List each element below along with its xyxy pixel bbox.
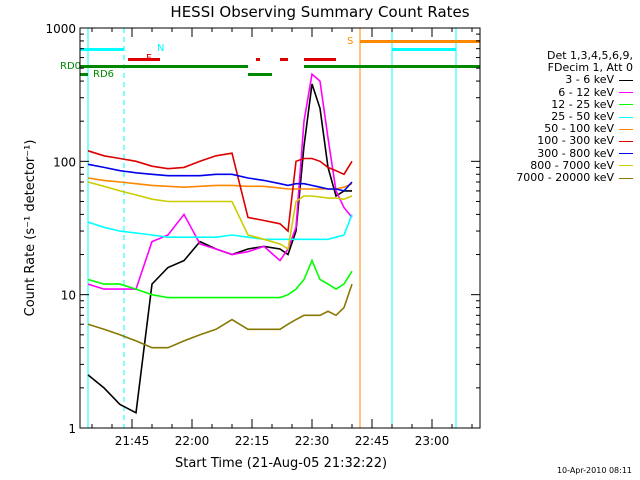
flag-bar-rd0-1 (304, 65, 480, 68)
legend-swatch (619, 116, 633, 118)
legend-swatch (619, 128, 633, 130)
legend: Det 1,3,4,5,6,9, FDecim 1, Att 0 3 - 6 k… (485, 49, 633, 185)
flag-label-rd6: RD6 (93, 69, 114, 80)
flag-bar-rd0-0 (80, 65, 248, 68)
legend-swatch (619, 92, 633, 94)
series-line-4 (87, 177, 353, 190)
series-line-8 (87, 283, 353, 349)
legend-header-line2: FDecim 1, Att 0 (547, 61, 633, 75)
observing-flags: NF S RD0 RD6 (60, 36, 480, 80)
legend-label: 50 - 100 keV (544, 122, 614, 136)
series-line-5 (87, 150, 353, 233)
flag-label-rd0: RD0 (60, 61, 81, 72)
y-tick-label-3: 1000 (45, 22, 76, 36)
legend-label: 25 - 50 keV (551, 110, 614, 124)
legend-swatch (619, 80, 633, 81)
legend-item-1: 6 - 12 keV (485, 85, 633, 99)
flag-label-f: F (146, 53, 152, 64)
flag-bar-s-0 (360, 40, 480, 43)
series-line-1 (87, 72, 353, 290)
legend-swatch (619, 177, 633, 179)
flag-bar-f-0 (128, 58, 160, 61)
legend-item-8: 7000 - 20000 keV (485, 171, 633, 185)
y-tick-label-2: 100 (53, 155, 76, 169)
flag-bar-n-1 (392, 48, 456, 51)
flag-label-s: S (347, 36, 353, 47)
x-axis-label: Start Time (21-Aug-05 21:32:22) (175, 456, 387, 471)
flag-bar-n-0 (80, 48, 124, 51)
x-tick-label-4: 22:45 (355, 434, 390, 448)
y-axis-label: Count Rate (s⁻¹ detector⁻¹) (23, 140, 38, 317)
legend-label: 3 - 6 keV (565, 73, 614, 87)
legend-item-2: 12 - 25 keV (485, 97, 633, 111)
legend-header-line1: Det 1,3,4,5,6,9, (546, 49, 633, 62)
x-tick-label-2: 22:15 (235, 434, 270, 448)
series-line-0 (87, 83, 352, 415)
y-tick-label-0: 1 (68, 422, 76, 436)
legend-label: 12 - 25 keV (551, 97, 614, 111)
vertical-markers (87, 28, 457, 428)
legend-item-4: 50 - 100 keV (485, 123, 633, 135)
chart-title: HESSI Observing Summary Count Rates (170, 3, 470, 21)
series-line-6 (87, 163, 353, 192)
flag-bar-rd6-0 (80, 73, 88, 76)
plot-frame (79, 27, 481, 429)
x-tick-label-5: 23:00 (415, 434, 450, 448)
legend-swatch (619, 104, 633, 106)
series-line-3 (87, 214, 353, 241)
x-tick-label-1: 22:00 (175, 434, 210, 448)
legend-swatch (619, 165, 633, 167)
y-tick-label-1: 10 (61, 289, 76, 303)
flag-bar-f-3 (304, 58, 336, 61)
legend-item-3: 25 - 50 keV (485, 110, 633, 124)
tick-labels: 1 10 100 1000 21:45 22:00 22:15 22:30 22:45 23:00 (45, 22, 449, 448)
x-tick-label-0: 21:45 (115, 434, 150, 448)
legend-item-7: 800 - 7000 keV (485, 158, 633, 172)
x-tick-label-3: 22:30 (295, 434, 330, 448)
axes (79, 27, 481, 429)
flag-label-n: N (157, 43, 164, 54)
legend-item-6: 300 - 800 keV (485, 146, 633, 160)
legend-label: 7000 - 20000 keV (516, 171, 614, 185)
series-lines (87, 72, 353, 415)
legend-item-0: 3 - 6 keV (485, 74, 633, 86)
legend-label: 800 - 7000 keV (530, 158, 614, 172)
legend-swatch (619, 153, 633, 155)
legend-label: 300 - 800 keV (537, 146, 614, 160)
legend-label: 6 - 12 keV (558, 85, 614, 99)
legend-item-5: 100 - 300 keV (485, 135, 633, 147)
legend-swatch (619, 141, 633, 143)
flag-bar-rd6-1 (248, 73, 272, 76)
flag-bar-f-2 (280, 58, 288, 61)
timestamp-footer: 10-Apr-2010 08:11 (556, 466, 632, 475)
legend-label: 100 - 300 keV (537, 134, 614, 148)
flag-bar-f-1 (256, 58, 260, 61)
series-line-2 (87, 258, 353, 299)
series-line-7 (87, 181, 353, 251)
